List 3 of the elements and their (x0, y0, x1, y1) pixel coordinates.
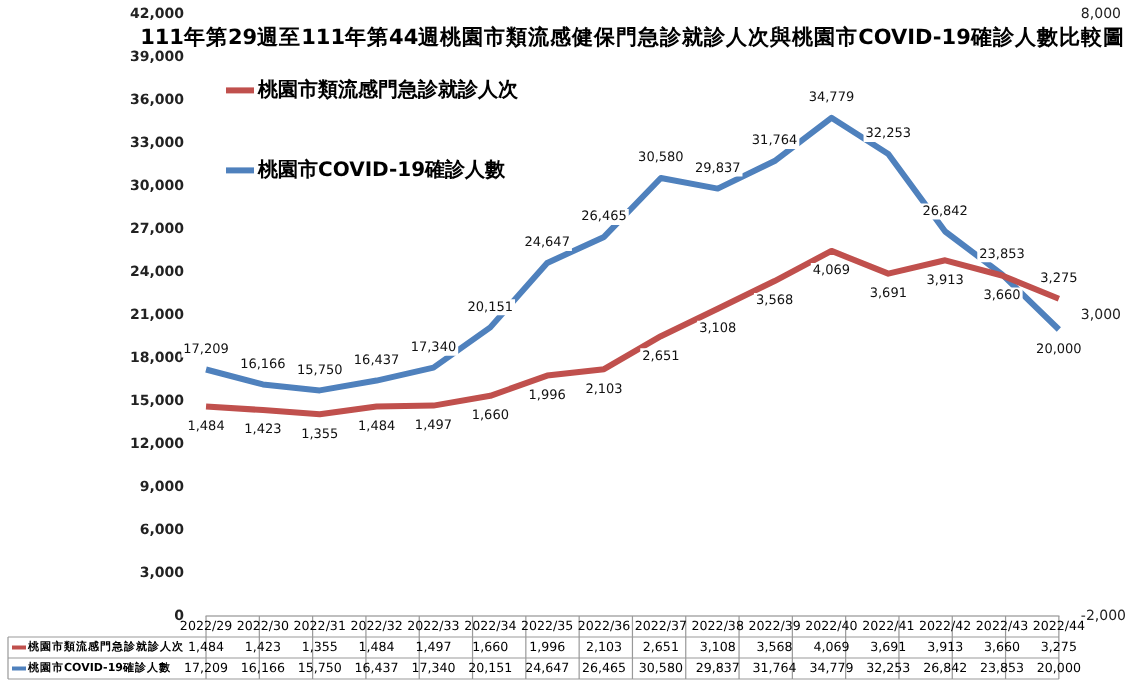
text: 111年第29週至111年第44週桃園市類流感健保門急診就診人次與桃園市COVID-19確診人數比較圖 (140, 23, 1125, 50)
legend-label: 桃園市類流感門急診就診人次 (256, 77, 521, 102)
legend-label: 桃園市COVID-19確診人數 (256, 157, 508, 182)
